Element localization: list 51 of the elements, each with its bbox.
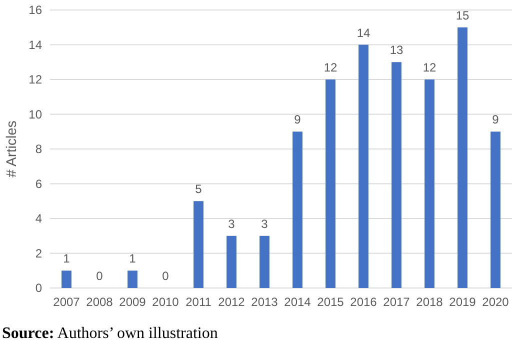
x-tick-label: 2007 [53,295,80,309]
data-label: 1 [129,252,136,266]
y-tick-label: 8 [35,142,42,156]
x-tick-label: 2016 [350,295,378,309]
x-tick-label: 2013 [251,295,278,309]
data-label: 1 [63,252,70,266]
x-tick-label: 2009 [119,295,146,309]
x-tick-label: 2014 [284,295,312,309]
bar [490,132,500,288]
x-tick-label: 2012 [218,295,246,309]
data-label: 14 [356,26,370,40]
bar [424,80,434,288]
x-tick-label: 2018 [416,295,444,309]
bar [326,80,336,288]
y-tick-label: 12 [28,72,42,87]
bar [62,270,72,288]
data-label: 0 [162,269,170,283]
bar [226,236,236,288]
bar [260,236,270,288]
bar [358,44,368,288]
y-axis-title: # Articles [3,120,19,178]
data-label: 12 [422,60,436,74]
data-label: 9 [294,112,302,127]
bar [458,27,468,288]
data-label: 0 [96,269,104,283]
bar [292,132,302,288]
data-label: 3 [261,216,268,231]
data-label: 15 [456,8,470,22]
data-label: 12 [324,60,338,74]
y-tick-label: 0 [35,281,42,296]
bar [128,270,138,288]
x-tick-label: 2011 [186,295,212,309]
x-tick-label: 2008 [86,295,114,309]
y-tick-label: 2 [35,246,42,260]
y-tick-label: 10 [28,107,42,122]
y-tick-label: 4 [35,212,42,226]
data-label: 5 [195,182,202,196]
x-tick-label: 2017 [383,295,410,309]
x-tick-label: 2019 [449,295,476,309]
data-label: 3 [228,216,236,231]
y-tick-label: 6 [35,176,42,191]
x-tick-label: 2020 [482,295,510,309]
y-tick-label: 16 [28,3,42,18]
y-tick-label: 14 [28,38,42,52]
x-tick-label: 2015 [317,295,344,309]
text: Source: Authors’ own illustration [2,325,218,342]
bar [392,62,402,288]
bar [194,201,204,288]
x-tick-label: 2010 [152,295,180,309]
data-label: 9 [492,112,500,127]
data-label: 13 [390,43,404,58]
